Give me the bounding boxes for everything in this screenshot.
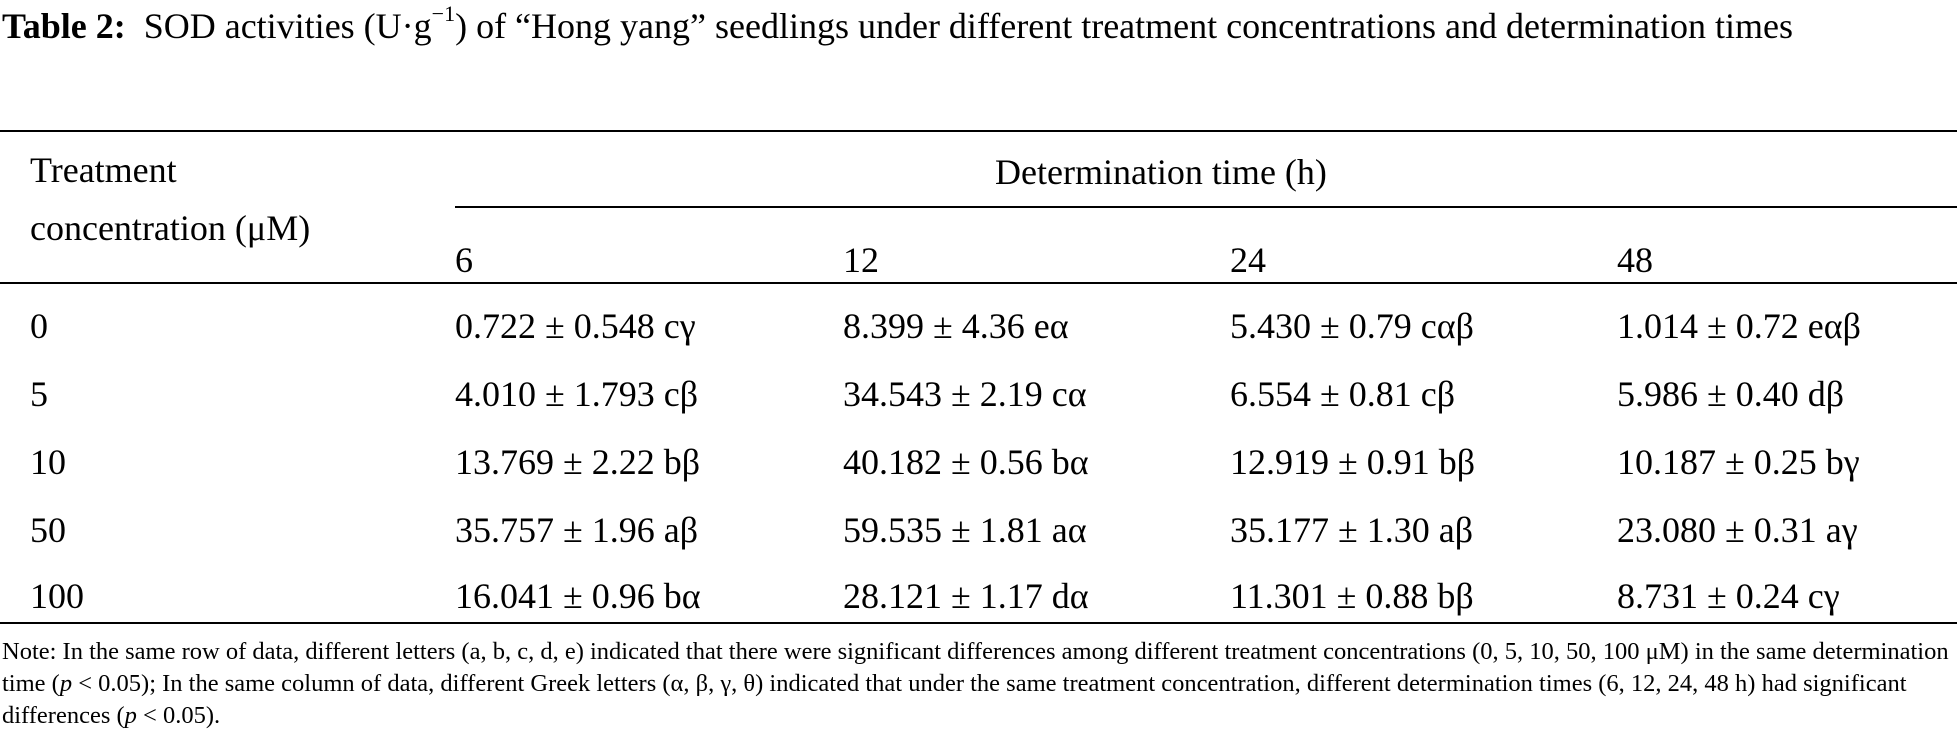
column-header-24: 24: [1230, 240, 1266, 280]
table-cell: 34.543 ± 2.19 cα: [843, 374, 1087, 414]
table-cell: 40.182 ± 0.56 bα: [843, 442, 1089, 482]
note-text-2: < 0.05); In the same column of data, dif…: [2, 670, 1907, 729]
table-cell: 13.769 ± 2.22 bβ: [455, 442, 701, 482]
table-top-rule: [0, 130, 1957, 132]
table-caption: Table 2: SOD activities (U·g−1) of “Hong…: [2, 0, 1952, 52]
table-cell: 12.919 ± 0.91 bβ: [1230, 442, 1476, 482]
note-text-3: < 0.05).: [136, 702, 221, 729]
column-header-48: 48: [1617, 240, 1653, 280]
row-header-line2: concentration (μM): [30, 208, 311, 248]
group-header: Determination time (h): [995, 152, 1327, 192]
table-cell: 11.301 ± 0.88 bβ: [1230, 576, 1474, 616]
header-bottom-rule: [0, 282, 1957, 284]
table-cell: 0.722 ± 0.548 cγ: [455, 306, 696, 346]
table-cell: 4.010 ± 1.793 cβ: [455, 374, 699, 414]
column-header-12: 12: [843, 240, 879, 280]
table-cell: 59.535 ± 1.81 aα: [843, 510, 1087, 550]
caption-text-end: ) of “Hong yang” seedlings under differe…: [455, 6, 1793, 46]
note-p-symbol-2: p: [124, 702, 137, 729]
table-cell: 6.554 ± 0.81 cβ: [1230, 374, 1456, 414]
row-label: 5: [30, 374, 48, 414]
row-label: 100: [30, 576, 84, 616]
row-header-line1: Treatment: [30, 150, 177, 190]
row-label: 0: [30, 306, 48, 346]
table-cell: 5.986 ± 0.40 dβ: [1617, 374, 1845, 414]
row-label: 50: [30, 510, 66, 550]
table-bottom-rule: [0, 622, 1957, 624]
table-note: Note: In the same row of data, different…: [2, 636, 1954, 732]
table-cell: 16.041 ± 0.96 bα: [455, 576, 701, 616]
column-header-6: 6: [455, 240, 473, 280]
note-p-symbol-1: p: [59, 670, 73, 697]
table-cell: 28.121 ± 1.17 dα: [843, 576, 1089, 616]
table-cell: 35.177 ± 1.30 aβ: [1230, 510, 1474, 550]
row-label: 10: [30, 442, 66, 482]
table-cell: 8.731 ± 0.24 cγ: [1617, 576, 1840, 616]
table-cell: 1.014 ± 0.72 eαβ: [1617, 306, 1861, 346]
table-cell: 5.430 ± 0.79 cαβ: [1230, 306, 1474, 346]
table-cell: 35.757 ± 1.96 aβ: [455, 510, 699, 550]
caption-text-start: SOD activities (U·g: [143, 6, 432, 46]
table-cell: 8.399 ± 4.36 eα: [843, 306, 1069, 346]
table-cell: 23.080 ± 0.31 aγ: [1617, 510, 1858, 550]
table-cell: 10.187 ± 0.25 bγ: [1617, 442, 1860, 482]
caption-superscript: −1: [431, 1, 456, 26]
group-header-rule: [455, 206, 1957, 208]
note-text-1: Note: In the same row of data, different…: [2, 638, 1949, 697]
caption-label: Table 2:: [2, 6, 126, 46]
